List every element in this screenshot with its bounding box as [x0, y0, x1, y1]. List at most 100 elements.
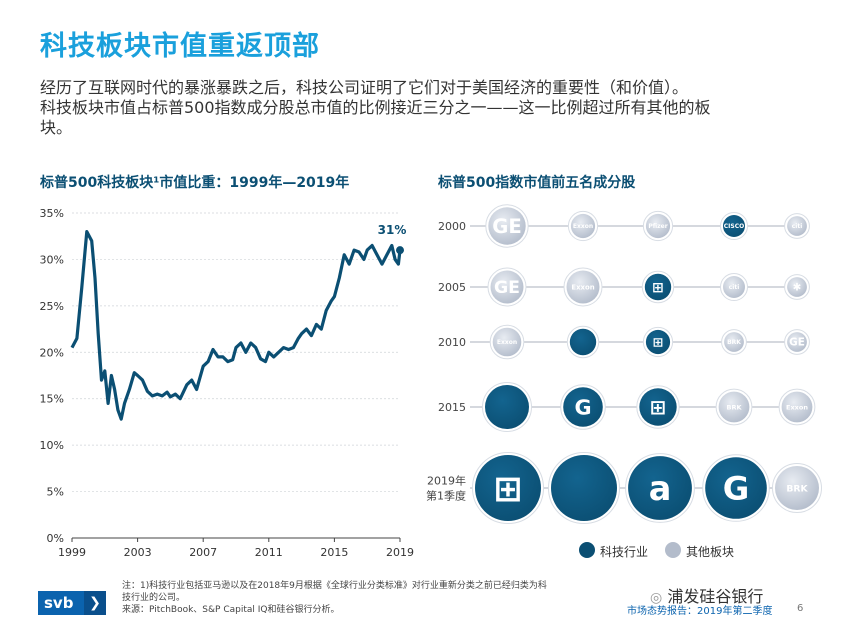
bubble-fill — [644, 273, 672, 301]
company-bubble-exxon: Exxon — [567, 210, 599, 242]
company-bubble-cisco: CISCO — [720, 212, 748, 240]
company-bubble-ge: GE — [784, 329, 810, 355]
bubble-fill — [705, 457, 767, 519]
intro-line: 科技板块市值占标普500指数成分股总市值的比例接近三分之一——这一比例超过所有其… — [40, 98, 711, 117]
bubble-fill — [775, 466, 819, 510]
bubble-ring — [642, 326, 674, 358]
company-bubble-ge: GE — [487, 267, 527, 307]
bubble-fill — [488, 207, 526, 245]
x-tick-label: 2019 — [386, 546, 414, 559]
ge-logo-icon: GE — [494, 278, 520, 298]
bubble-fill — [723, 276, 745, 298]
y-tick-label: 25% — [40, 300, 64, 313]
y-tick-label: 20% — [40, 346, 64, 359]
bubble-ring — [625, 453, 695, 523]
legend-other-label: 其他板块 — [686, 545, 735, 559]
bubble-fill — [645, 329, 671, 355]
citi-logo-icon: citi — [792, 223, 803, 230]
bubble-ring — [482, 382, 532, 432]
bubble-ring — [548, 452, 620, 524]
company-bubble-apple — [482, 382, 532, 432]
legend-tech-swatch — [579, 542, 595, 558]
company-bubble-apple — [548, 452, 620, 524]
report-label: 市场态势报告：2019年第二季度 — [627, 606, 773, 617]
bubble-fill — [490, 270, 524, 304]
y-tick-label: 35% — [40, 207, 64, 220]
company-bubble-microsoft: ⊞ — [642, 326, 674, 358]
footnote-line: 技行业的公司。 — [122, 593, 186, 603]
berkshire-logo-icon: BRK — [727, 339, 741, 346]
bubble-fill — [781, 391, 813, 423]
company-bubble-ge: GE — [485, 204, 529, 248]
bubble-ring — [472, 452, 544, 524]
google-logo-icon: G — [723, 470, 750, 508]
company-bubble-exxon: Exxon — [563, 267, 603, 307]
x-tick-label: 2011 — [255, 546, 283, 559]
y-tick-label: 15% — [40, 393, 64, 406]
berkshire-logo-icon: BRK — [727, 403, 743, 411]
legend-other-swatch — [665, 542, 681, 558]
footnote-line: 注：1)科技行业包括亚马逊以及在2018年9月根据《全球行业分类标准》对行业重新… — [122, 581, 547, 591]
bubble-fill — [724, 332, 744, 352]
microsoft-logo-icon: ⊞ — [653, 335, 664, 350]
line-chart-heading: 标普500科技板块¹市值比重：1999年—2019年 — [40, 175, 350, 191]
company-bubble-microsoft: ⊞ — [641, 270, 675, 304]
row-year-label: 第1季度 — [426, 489, 466, 503]
chevron-right-icon: ❯ — [84, 591, 106, 615]
company-bubble-walmart: ✱ — [784, 274, 810, 300]
wechat-icon: ◎ — [650, 590, 663, 606]
row-year-label: 2000 — [438, 220, 466, 233]
bubble-ring — [641, 270, 675, 304]
citi-logo-icon: citi — [729, 284, 740, 291]
company-bubble-citi: citi — [720, 273, 748, 301]
bubble-fill — [566, 270, 600, 304]
bubble-fill — [718, 391, 750, 423]
bubble-fill — [628, 456, 692, 520]
bubble-ring — [784, 329, 810, 355]
bubble-fill — [570, 213, 596, 239]
bubble-ring — [489, 324, 525, 360]
bubble-ring — [721, 329, 747, 355]
svb-logo: svb ❯ — [38, 591, 106, 615]
intro-paragraph: 经历了互联网时代的暴涨暴跌之后，科技公司证明了它们对于美国经济的重要性（和价值）… — [40, 78, 810, 138]
annotation-label: 31% — [378, 223, 407, 237]
company-bubble-berkshire: BRK — [715, 388, 753, 426]
berkshire-logo-icon: BRK — [786, 483, 808, 494]
wechat-watermark: ◎ 浦发硅谷银行 — [650, 583, 763, 607]
page-number: 6 — [797, 603, 804, 614]
bubble-fill — [485, 385, 529, 429]
ge-logo-icon: GE — [789, 337, 805, 349]
bubble-ring — [642, 210, 674, 242]
x-tick-label: 2003 — [124, 546, 152, 559]
exxon-logo-icon: Exxon — [573, 223, 593, 230]
row-year-label: 2019年 — [427, 474, 466, 488]
x-tick-label: 2015 — [320, 546, 348, 559]
bubble-fill — [569, 328, 597, 356]
bubble-fill — [645, 213, 671, 239]
microsoft-logo-icon: ⊞ — [494, 469, 523, 509]
bubble-fill — [639, 388, 677, 426]
company-bubble-citi: citi — [784, 213, 810, 239]
footnote: 注：1)科技行业包括亚马逊以及在2018年9月根据《全球行业分类标准》对行业重新… — [122, 580, 592, 616]
bubble-ring — [702, 454, 770, 522]
legend-tech-label: 科技行业 — [600, 545, 649, 559]
ge-logo-icon: GE — [492, 215, 521, 238]
x-tick-label: 2007 — [189, 546, 217, 559]
row-year-label: 2005 — [438, 281, 466, 294]
bubble-fill — [492, 327, 522, 357]
bubble-fill — [563, 387, 603, 427]
bubble-ring — [772, 463, 822, 513]
exxon-logo-icon: Exxon — [497, 339, 517, 346]
top5-heading: 标普500指数市值前五名成分股 — [438, 175, 636, 191]
bubble-ring — [720, 273, 748, 301]
bubble-ring — [485, 204, 529, 248]
y-tick-label: 10% — [40, 439, 64, 452]
row-year-label: 2010 — [438, 336, 466, 349]
bubble-ring — [715, 388, 753, 426]
bubble-ring — [784, 274, 810, 300]
company-bubble-microsoft: ⊞ — [636, 385, 680, 429]
wechat-name: 浦发硅谷银行 — [667, 587, 764, 606]
company-bubble-google: G — [560, 384, 606, 430]
bubble-fill — [723, 215, 745, 237]
y-tick-label: 0% — [47, 532, 64, 545]
